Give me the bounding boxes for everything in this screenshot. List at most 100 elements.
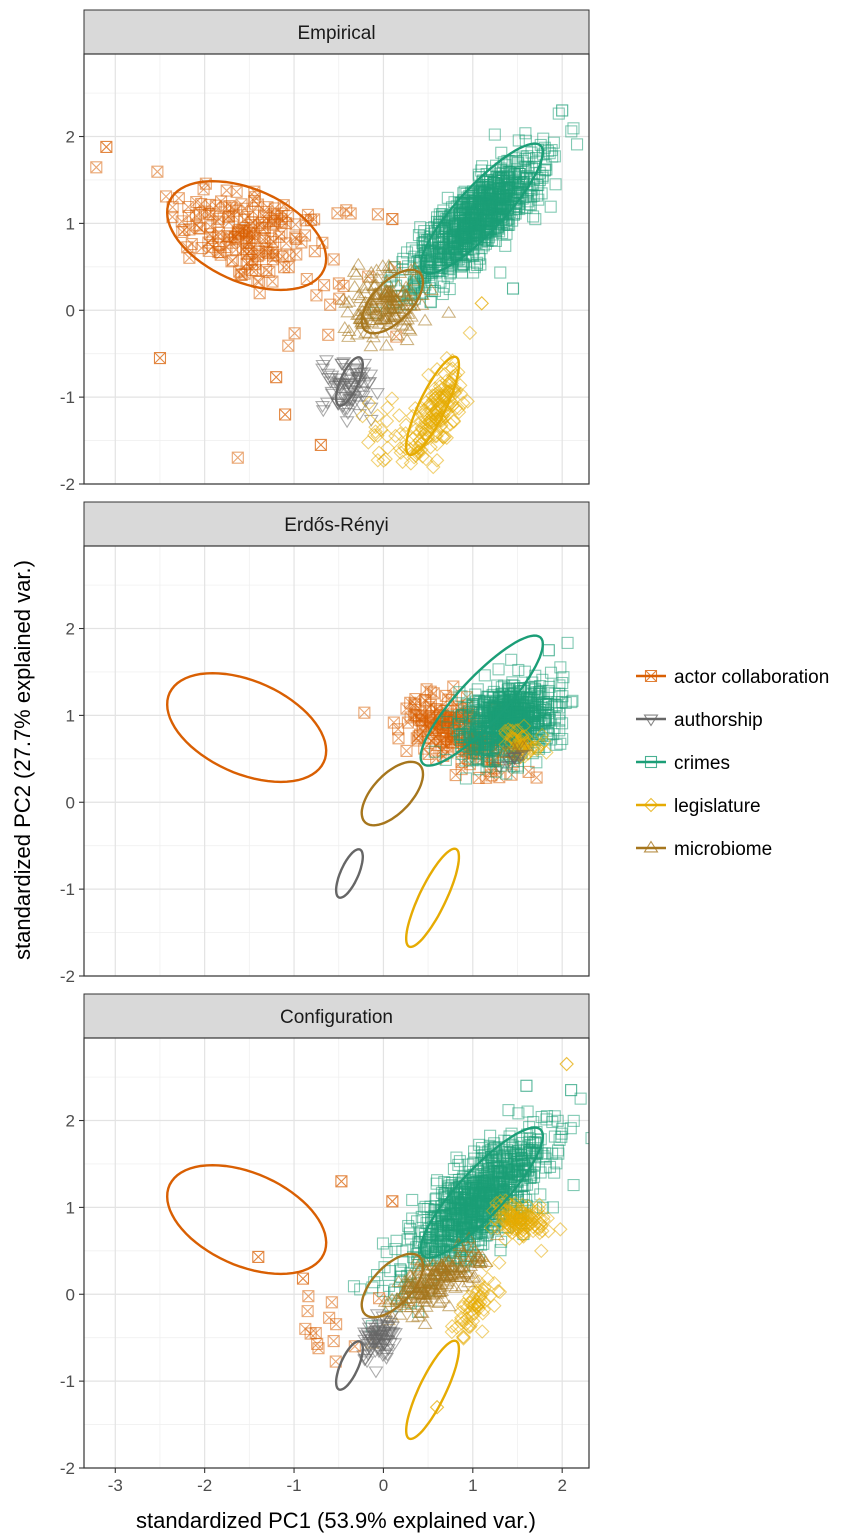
point-microbiome	[407, 261, 423, 274]
point-crimes	[471, 754, 485, 767]
facet-strip	[83, 501, 590, 547]
point-crimes	[540, 163, 553, 176]
y-tick-label: 1	[66, 706, 75, 725]
point-crimes	[450, 1151, 463, 1164]
point-authorship	[330, 397, 346, 410]
point-authorship	[339, 416, 355, 429]
y-tick-label: -1	[60, 1372, 75, 1391]
point-actor-collaboration	[185, 238, 198, 251]
legend-key-marker	[643, 714, 659, 727]
point-crimes	[528, 717, 541, 730]
point-microbiome	[386, 301, 402, 314]
point-legislature	[525, 740, 540, 756]
point-microbiome	[375, 259, 391, 272]
point-microbiome	[341, 329, 357, 342]
point-actor-collaboration	[404, 711, 417, 724]
x-tick-label: 0	[379, 1476, 388, 1495]
point-crimes	[552, 107, 565, 120]
point-crimes	[488, 222, 502, 235]
point-actor-collaboration	[249, 264, 262, 277]
point-legislature	[491, 1255, 507, 1270]
point-legislature	[539, 745, 554, 760]
point-microbiome	[465, 1240, 481, 1253]
point-microbiome	[410, 1297, 426, 1310]
point-crimes	[493, 208, 507, 221]
point-actor-collaboration	[324, 298, 337, 311]
point-legislature	[455, 395, 471, 411]
point-crimes	[473, 223, 486, 236]
point-crimes	[521, 719, 534, 732]
point-authorship	[334, 358, 350, 371]
point-crimes	[534, 1188, 547, 1201]
point-microbiome	[341, 294, 357, 307]
ellipse-authorship	[334, 1340, 364, 1391]
point-microbiome	[443, 1279, 459, 1292]
point-legislature	[392, 426, 408, 442]
point-legislature	[511, 1215, 526, 1231]
point-actor-collaboration	[206, 208, 219, 221]
point-microbiome	[364, 315, 380, 328]
y-tick-label: -2	[60, 1459, 75, 1478]
point-actor-collaboration	[230, 185, 243, 198]
point-crimes	[529, 213, 542, 226]
point-crimes	[484, 1187, 497, 1201]
point-crimes	[495, 681, 508, 694]
point-authorship	[381, 1330, 397, 1343]
y-tick-label: 0	[66, 1285, 75, 1304]
point-microbiome	[413, 1305, 429, 1318]
point-microbiome	[456, 1267, 472, 1280]
point-legislature	[487, 1275, 502, 1291]
point-crimes	[506, 282, 520, 295]
point-legislature	[490, 1220, 505, 1236]
point-crimes	[458, 701, 471, 714]
point-crimes	[400, 246, 414, 259]
point-microbiome	[403, 1269, 419, 1282]
point-crimes	[553, 707, 566, 720]
point-crimes	[528, 705, 541, 718]
point-legislature	[439, 430, 454, 446]
point-legislature	[517, 1227, 532, 1242]
facet-title: Empirical	[297, 23, 375, 44]
point-crimes	[454, 204, 467, 217]
point-authorship	[506, 752, 522, 765]
point-authorship	[341, 385, 357, 398]
point-actor-collaboration	[282, 339, 295, 352]
legend-item-crimes: crimes	[636, 753, 730, 774]
point-crimes	[394, 1263, 407, 1276]
point-legislature	[397, 439, 412, 455]
point-legislature	[432, 400, 448, 416]
point-legislature	[463, 1318, 478, 1333]
point-crimes	[452, 1158, 465, 1171]
ellipse-legislature	[405, 847, 461, 949]
legend-key-marker	[643, 840, 659, 853]
point-microbiome	[359, 278, 375, 291]
point-crimes	[434, 275, 447, 288]
point-actor-collaboration	[304, 214, 318, 227]
point-crimes	[428, 745, 441, 758]
point-crimes	[488, 128, 501, 141]
point-crimes	[469, 746, 482, 759]
point-crimes	[465, 212, 479, 225]
point-legislature	[391, 408, 407, 423]
point-crimes	[414, 221, 427, 234]
point-authorship	[315, 400, 331, 413]
point-crimes	[482, 201, 495, 214]
x-axis-title: standardized PC1 (53.9% explained var.)	[136, 1508, 536, 1533]
point-crimes	[430, 1177, 443, 1190]
ellipse-authorship	[334, 848, 364, 899]
point-crimes	[447, 1198, 460, 1211]
point-actor-collaboration	[231, 451, 244, 464]
point-microbiome	[363, 265, 379, 278]
point-microbiome	[441, 1260, 457, 1273]
point-authorship	[361, 1317, 377, 1330]
point-microbiome	[341, 324, 357, 337]
point-actor-collaboration	[392, 723, 405, 736]
point-legislature	[445, 361, 460, 376]
point-authorship	[358, 395, 374, 408]
point-crimes	[512, 663, 525, 677]
y-tick-label: 2	[66, 128, 75, 147]
point-legislature	[532, 1197, 547, 1213]
point-authorship	[371, 1343, 387, 1356]
point-microbiome	[356, 281, 372, 294]
point-legislature	[418, 451, 434, 467]
